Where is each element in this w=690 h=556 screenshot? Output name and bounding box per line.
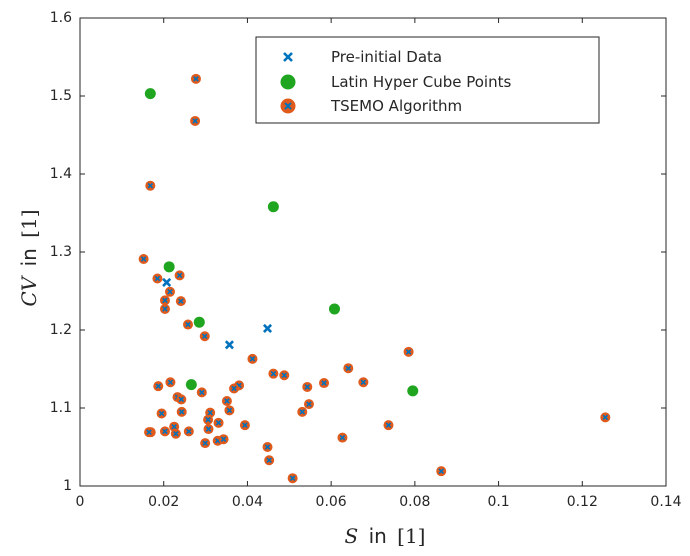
legend-label-pre-initial: Pre-initial Data	[331, 48, 442, 66]
tsemo-point	[183, 426, 194, 437]
legend-box	[255, 36, 600, 124]
y-axis-word: in	[17, 248, 41, 266]
y-axis-unit: [1]	[17, 209, 41, 237]
points-layer	[138, 73, 611, 484]
x-tick-label: 0	[76, 494, 85, 510]
tsemo-point	[302, 381, 313, 392]
pre-initial-point	[162, 277, 172, 287]
tsemo-point	[218, 434, 229, 445]
legend: Pre-initial Data Latin Hyper Cube Points…	[255, 36, 600, 124]
x-axis-word: in	[369, 524, 387, 548]
x-tick-label: 0.1	[487, 494, 509, 510]
latin-hypercube-point	[144, 88, 156, 100]
latin-hypercube-point	[193, 316, 205, 328]
tsemo-point	[165, 377, 176, 388]
tsemo-point	[196, 387, 207, 398]
tsemo-point	[203, 424, 214, 435]
y-tick-label: 1.6	[50, 10, 72, 26]
y-tick-label: 1.5	[50, 88, 72, 104]
tsemo-point	[264, 455, 275, 466]
x-tick-label: 0.04	[232, 494, 263, 510]
tsemo-point	[297, 406, 308, 417]
tsemo-point	[156, 408, 167, 419]
latin-hypercube-point	[185, 379, 197, 391]
y-tick-label: 1	[63, 478, 72, 494]
tsemo-point	[221, 395, 232, 406]
legend-marker-pre-initial	[283, 52, 293, 62]
latin-hypercube-point	[407, 385, 419, 397]
legend-label-tsemo: TSEMO Algorithm	[330, 97, 462, 115]
tsemo-point	[190, 115, 201, 126]
tsemo-point	[436, 466, 447, 477]
tsemo-point	[239, 420, 250, 431]
tsemo-point	[144, 427, 155, 438]
y-tick-label: 1.1	[50, 400, 72, 416]
tsemo-point	[287, 473, 298, 484]
x-tick-label: 0.06	[316, 494, 347, 510]
tsemo-point	[170, 428, 181, 439]
tsemo-point	[319, 378, 330, 389]
y-tick-label: 1.3	[50, 244, 72, 260]
legend-markers	[280, 52, 296, 114]
legend-marker-tsemo	[280, 98, 296, 114]
tsemo-point	[224, 405, 235, 416]
latin-hypercube-point	[328, 303, 340, 315]
tsemo-point	[164, 286, 175, 297]
y-tick-label: 1.4	[50, 166, 72, 182]
y-axis-variable: CV	[17, 274, 41, 306]
tsemo-point	[159, 303, 170, 314]
tsemo-point	[343, 363, 354, 374]
tsemo-point	[247, 353, 258, 364]
tsemo-point	[279, 370, 290, 381]
tsemo-point	[182, 319, 193, 330]
tsemo-point	[337, 432, 348, 443]
x-tick-label: 0.12	[567, 494, 598, 510]
tsemo-point	[203, 414, 214, 425]
tsemo-point	[229, 383, 240, 394]
latin-hypercube-point	[267, 201, 279, 213]
tsemo-point	[200, 438, 211, 449]
plot-frame	[79, 17, 667, 487]
tsemo-point-series	[138, 73, 611, 484]
tsemo-point	[383, 420, 394, 431]
tsemo-point	[190, 73, 201, 84]
x-tick-label: 0.14	[650, 494, 681, 510]
tsemo-point	[303, 399, 314, 410]
tsemo-point	[358, 377, 369, 388]
tsemo-point	[176, 394, 187, 405]
x-axis-unit: [1]	[397, 524, 425, 548]
tsemo-point	[176, 406, 187, 417]
x-axis-variable: S	[345, 524, 359, 548]
tsemo-point	[175, 296, 186, 307]
tsemo-point	[152, 273, 163, 284]
y-tick-label: 1.2	[50, 322, 72, 338]
tsemo-point	[159, 426, 170, 437]
pre-initial-point	[224, 340, 234, 350]
tsemo-point	[138, 254, 149, 265]
tsemo-point	[159, 295, 170, 306]
tsemo-point	[213, 417, 224, 428]
tsemo-point	[153, 381, 164, 392]
tsemo-point	[174, 270, 185, 281]
x-tick-label: 0.08	[399, 494, 430, 510]
legend-label-latin-hypercube: Latin Hyper Cube Points	[331, 73, 511, 91]
tsemo-point	[268, 368, 279, 379]
latin-hypercube-point-series	[144, 88, 419, 397]
tsemo-point	[600, 412, 611, 423]
tsemo-point	[262, 442, 273, 452]
x-tick-label: 0.02	[148, 494, 179, 510]
latin-hypercube-point	[163, 261, 175, 273]
ticks-layer: 0 0.02 0.04 0.06 0.08 0.1 0.12 0.14 1 1.1 1.2 1.3 1.…	[50, 10, 682, 510]
y-axis-title: CV in [1]	[17, 209, 41, 306]
tsemo-point	[199, 331, 210, 342]
x-axis-title: S in [1]	[345, 524, 426, 548]
tsemo-point	[145, 180, 156, 191]
pre-initial-point	[263, 323, 273, 333]
tsemo-point	[403, 346, 414, 357]
legend-marker-latin-hypercube	[280, 74, 296, 90]
